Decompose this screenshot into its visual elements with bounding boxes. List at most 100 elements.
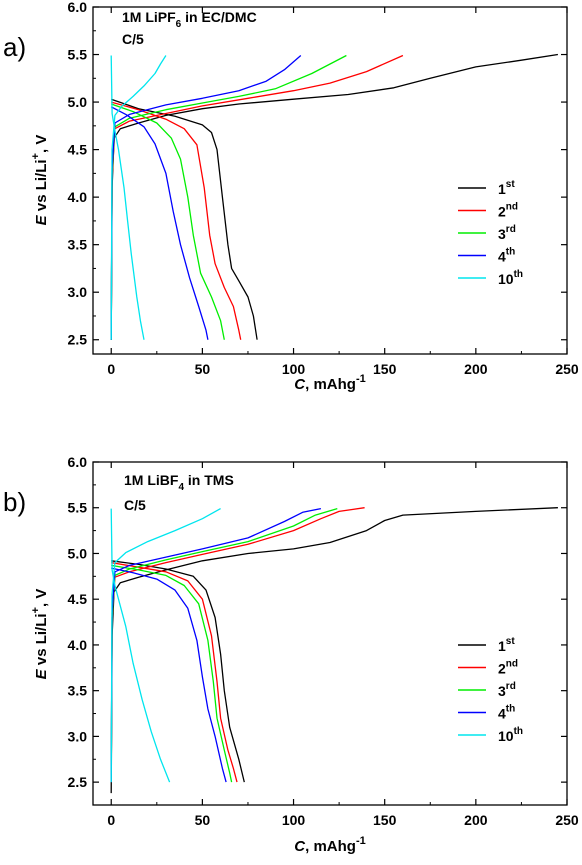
chart-panel-b: 0 50 100 150 200 250 2.5 3.0 3.5 4.0 4.5 5.0 5.5 6.0 1…: [3, 454, 579, 855]
panel-label: a): [3, 32, 26, 62]
series-4th-discharge-line: [111, 567, 227, 783]
series-2nd: [110, 507, 365, 783]
legend-label: 3rd: [498, 224, 516, 242]
series-2nd-discharge-line: [111, 561, 238, 783]
x-axis-label-exponent: -1: [356, 835, 366, 847]
y-tick-label: 5.5: [68, 500, 88, 516]
y-axis-label-superscript: +: [30, 607, 42, 613]
series-1st-charge-line: [110, 507, 558, 794]
plot-frame: [92, 461, 568, 806]
legend-label-suffix: th: [506, 247, 515, 258]
legend-label-number: 3: [498, 683, 506, 699]
legend-label: 3rd: [498, 681, 516, 699]
series-3rd-discharge-line: [110, 103, 225, 340]
x-tick-label: 150: [373, 812, 397, 828]
series-1st-discharge-line: [110, 98, 258, 340]
y-axis-label-symbol: E: [33, 214, 50, 225]
y-tick-label: 5.0: [68, 94, 88, 110]
x-axis-label-exponent: -1: [356, 373, 366, 385]
legend-label: 2nd: [498, 202, 518, 220]
series-10th-discharge-line: [110, 55, 145, 340]
legend-label-suffix: th: [514, 726, 523, 737]
annotation-text: in EC/DMC: [181, 9, 256, 25]
legend-label-number: 2: [498, 204, 506, 220]
x-tick-label: 100: [282, 361, 306, 377]
legend-label-number: 10: [498, 728, 514, 744]
x-tick-label: 50: [195, 361, 211, 377]
y-tick-label: 2.5: [68, 332, 88, 348]
series-2nd-charge-line: [110, 54, 404, 340]
series-1st-discharge-line: [111, 560, 245, 783]
legend-label-suffix: nd: [506, 659, 518, 670]
annotation-text: 1M LiPF: [122, 9, 176, 25]
legend-label: 10th: [498, 269, 523, 287]
y-tick-label: 2.5: [68, 774, 88, 790]
annotation-text: in TMS: [184, 472, 234, 488]
y-tick-label: 3.0: [68, 284, 88, 300]
y-axis-label-text: vs Li/Li: [33, 613, 50, 669]
y-axis-label: E vs Li/Li+, V: [30, 135, 50, 226]
x-tick-label: 200: [464, 361, 488, 377]
legend-label-suffix: rd: [506, 224, 516, 235]
annotation-rate: C/5: [124, 497, 146, 513]
x-tick-label: 50: [195, 812, 211, 828]
series-4th-charge-line: [110, 55, 302, 340]
series-10th-charge-line: [110, 55, 167, 340]
x-tick-label: 250: [555, 812, 579, 828]
annotation-electrolyte: 1M LiPF6 in EC/DMC: [122, 9, 257, 30]
legend-label-suffix: nd: [506, 202, 518, 213]
x-axis-label-symbol: C: [294, 376, 306, 393]
series-4th-discharge-line: [110, 106, 209, 340]
y-axis-label-unit: , V: [33, 135, 50, 153]
series-2nd: [110, 54, 404, 340]
y-tick-label: 5.0: [68, 545, 88, 561]
series-4th: [110, 55, 302, 340]
legend-label: 1st: [498, 636, 515, 654]
legend-label-number: 1: [498, 181, 506, 197]
legend-label: 10th: [498, 726, 523, 744]
y-tick-label: 3.5: [68, 237, 88, 253]
annotation-subscript: 6: [176, 19, 182, 30]
y-axis-label-superscript: +: [30, 153, 42, 159]
legend-label-number: 10: [498, 271, 514, 287]
annotation-electrolyte: 1M LiBF4 in TMS: [124, 472, 234, 493]
y-axis-label-symbol: E: [33, 668, 50, 679]
y-tick-label: 6.0: [68, 454, 88, 470]
series-2nd-charge-line: [110, 507, 365, 783]
legend-label: 4th: [498, 247, 515, 265]
legend-label-suffix: st: [506, 179, 516, 190]
x-tick-label: 0: [107, 812, 115, 828]
series-3rd-discharge-line: [111, 564, 233, 783]
series-2nd-discharge-line: [111, 101, 242, 340]
y-tick-label: 3.5: [68, 683, 88, 699]
legend-label-suffix: th: [514, 269, 523, 280]
x-axis-label-unit: , mAhg: [305, 838, 356, 855]
y-axis-label: E vs Li/Li+, V: [30, 589, 50, 680]
series-10th: [110, 508, 221, 783]
x-tick-label: 250: [555, 361, 579, 377]
chart-panel-a: 0 50 100 150 200 250 2.5 3.0 3.5 4.0 4.5 5.0 5.5 6.0 1…: [3, 0, 579, 393]
series-1st-charge-line: [110, 53, 559, 340]
y-tick-label: 5.5: [68, 47, 88, 63]
series-4th-charge-line: [110, 507, 322, 783]
plot-frame: [92, 6, 568, 355]
annotation-subscript: 4: [178, 482, 184, 493]
series-10th-charge-line: [110, 508, 221, 783]
legend-label-suffix: st: [506, 636, 516, 647]
y-tick-label: 3.0: [68, 728, 88, 744]
x-axis-label-symbol: C: [294, 838, 306, 855]
legend-label-suffix: th: [506, 704, 515, 715]
x-tick-label: 100: [282, 812, 306, 828]
legend-label-number: 4: [498, 706, 506, 722]
x-axis-label-unit: , mAhg: [305, 376, 356, 393]
legend-label-number: 4: [498, 249, 506, 265]
y-tick-label: 4.0: [68, 189, 88, 205]
annotation-text: 1M LiBF: [124, 472, 179, 488]
panel-label: b): [3, 487, 26, 517]
legend-label: 2nd: [498, 659, 518, 677]
legend-label-number: 1: [498, 638, 506, 654]
x-tick-label: 200: [464, 812, 488, 828]
y-axis-label-text: vs Li/Li: [33, 159, 50, 215]
